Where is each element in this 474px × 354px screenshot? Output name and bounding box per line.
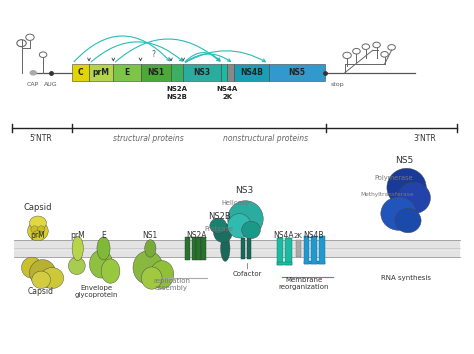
Ellipse shape xyxy=(29,216,46,230)
Ellipse shape xyxy=(214,223,232,242)
FancyBboxPatch shape xyxy=(311,236,317,264)
Ellipse shape xyxy=(228,213,251,238)
Ellipse shape xyxy=(398,182,430,213)
Ellipse shape xyxy=(220,235,230,261)
FancyBboxPatch shape xyxy=(303,236,309,264)
Text: Capsid: Capsid xyxy=(24,203,52,212)
FancyBboxPatch shape xyxy=(241,238,245,259)
Ellipse shape xyxy=(40,268,64,289)
Text: C: C xyxy=(78,68,83,77)
Ellipse shape xyxy=(33,231,43,236)
Text: NS4B: NS4B xyxy=(240,68,263,77)
Text: 5'NTR: 5'NTR xyxy=(29,134,52,143)
Ellipse shape xyxy=(133,251,163,284)
Text: NS3: NS3 xyxy=(235,187,253,195)
Text: replication
assembly: replication assembly xyxy=(153,278,190,291)
FancyBboxPatch shape xyxy=(113,64,140,81)
Ellipse shape xyxy=(21,257,42,278)
Text: Capsid: Capsid xyxy=(27,287,53,296)
Text: CAP: CAP xyxy=(27,82,39,87)
Text: 3'NTR: 3'NTR xyxy=(413,134,436,143)
FancyBboxPatch shape xyxy=(303,261,325,264)
Text: 2K: 2K xyxy=(222,94,232,100)
Ellipse shape xyxy=(387,168,426,207)
Text: NS5: NS5 xyxy=(396,156,414,165)
Text: Polymerase: Polymerase xyxy=(374,175,413,181)
Text: AUG: AUG xyxy=(44,82,58,87)
Text: NS5: NS5 xyxy=(289,68,305,77)
Text: Protease: Protease xyxy=(205,226,234,232)
Text: prM: prM xyxy=(30,231,46,240)
Text: Cofactor: Cofactor xyxy=(233,271,263,277)
FancyBboxPatch shape xyxy=(191,237,196,260)
Ellipse shape xyxy=(395,209,421,233)
FancyBboxPatch shape xyxy=(220,64,227,81)
Text: NS2B: NS2B xyxy=(208,212,231,221)
Text: NS2A: NS2A xyxy=(166,86,188,92)
Text: prM: prM xyxy=(70,231,85,240)
Ellipse shape xyxy=(27,221,48,241)
FancyBboxPatch shape xyxy=(72,64,89,81)
Text: NS1: NS1 xyxy=(143,231,158,240)
Text: RNA synthesis: RNA synthesis xyxy=(381,275,431,281)
FancyBboxPatch shape xyxy=(140,64,171,81)
Text: structural proteins: structural proteins xyxy=(113,134,183,143)
Ellipse shape xyxy=(381,197,417,230)
Ellipse shape xyxy=(37,226,45,233)
Text: ?: ? xyxy=(152,50,155,59)
Ellipse shape xyxy=(101,259,120,283)
Text: NS2B: NS2B xyxy=(166,94,188,100)
Text: NS1: NS1 xyxy=(147,68,164,77)
Text: prM: prM xyxy=(92,68,109,77)
Text: NS2A: NS2A xyxy=(186,231,207,240)
Ellipse shape xyxy=(242,221,260,239)
FancyBboxPatch shape xyxy=(285,238,292,265)
Text: Helicase: Helicase xyxy=(221,200,250,206)
Circle shape xyxy=(29,70,37,76)
Text: NS3: NS3 xyxy=(193,68,210,77)
FancyBboxPatch shape xyxy=(185,237,190,260)
Text: NS4A: NS4A xyxy=(217,86,238,92)
Text: stop: stop xyxy=(331,82,344,87)
Text: NS4B: NS4B xyxy=(303,231,324,240)
Text: Envelope
glycoprotein: Envelope glycoprotein xyxy=(75,285,118,298)
Ellipse shape xyxy=(97,237,110,260)
Ellipse shape xyxy=(141,267,162,289)
Text: E: E xyxy=(101,231,106,240)
Text: Methyltransferase: Methyltransferase xyxy=(360,192,414,197)
Ellipse shape xyxy=(31,226,38,233)
Ellipse shape xyxy=(29,259,56,286)
FancyBboxPatch shape xyxy=(269,64,325,81)
FancyBboxPatch shape xyxy=(15,240,459,257)
FancyBboxPatch shape xyxy=(183,64,220,81)
FancyBboxPatch shape xyxy=(297,240,301,257)
Ellipse shape xyxy=(32,271,51,289)
Ellipse shape xyxy=(90,250,113,278)
Ellipse shape xyxy=(145,240,156,257)
FancyBboxPatch shape xyxy=(277,238,283,265)
Ellipse shape xyxy=(228,201,263,237)
FancyBboxPatch shape xyxy=(196,237,201,260)
Text: NS4A: NS4A xyxy=(273,231,294,240)
FancyBboxPatch shape xyxy=(227,64,234,81)
FancyBboxPatch shape xyxy=(319,236,325,264)
Ellipse shape xyxy=(150,261,174,289)
Ellipse shape xyxy=(210,218,227,233)
Text: E: E xyxy=(124,68,129,77)
FancyBboxPatch shape xyxy=(234,64,269,81)
Text: 2K: 2K xyxy=(293,233,302,239)
FancyBboxPatch shape xyxy=(201,237,206,260)
Ellipse shape xyxy=(68,257,85,275)
FancyBboxPatch shape xyxy=(277,262,292,265)
FancyBboxPatch shape xyxy=(89,64,113,81)
Text: Membrane
reorganization: Membrane reorganization xyxy=(279,277,329,290)
Ellipse shape xyxy=(72,236,83,261)
FancyBboxPatch shape xyxy=(171,64,183,81)
FancyBboxPatch shape xyxy=(247,238,251,259)
Text: nonstructural proteins: nonstructural proteins xyxy=(223,134,308,143)
